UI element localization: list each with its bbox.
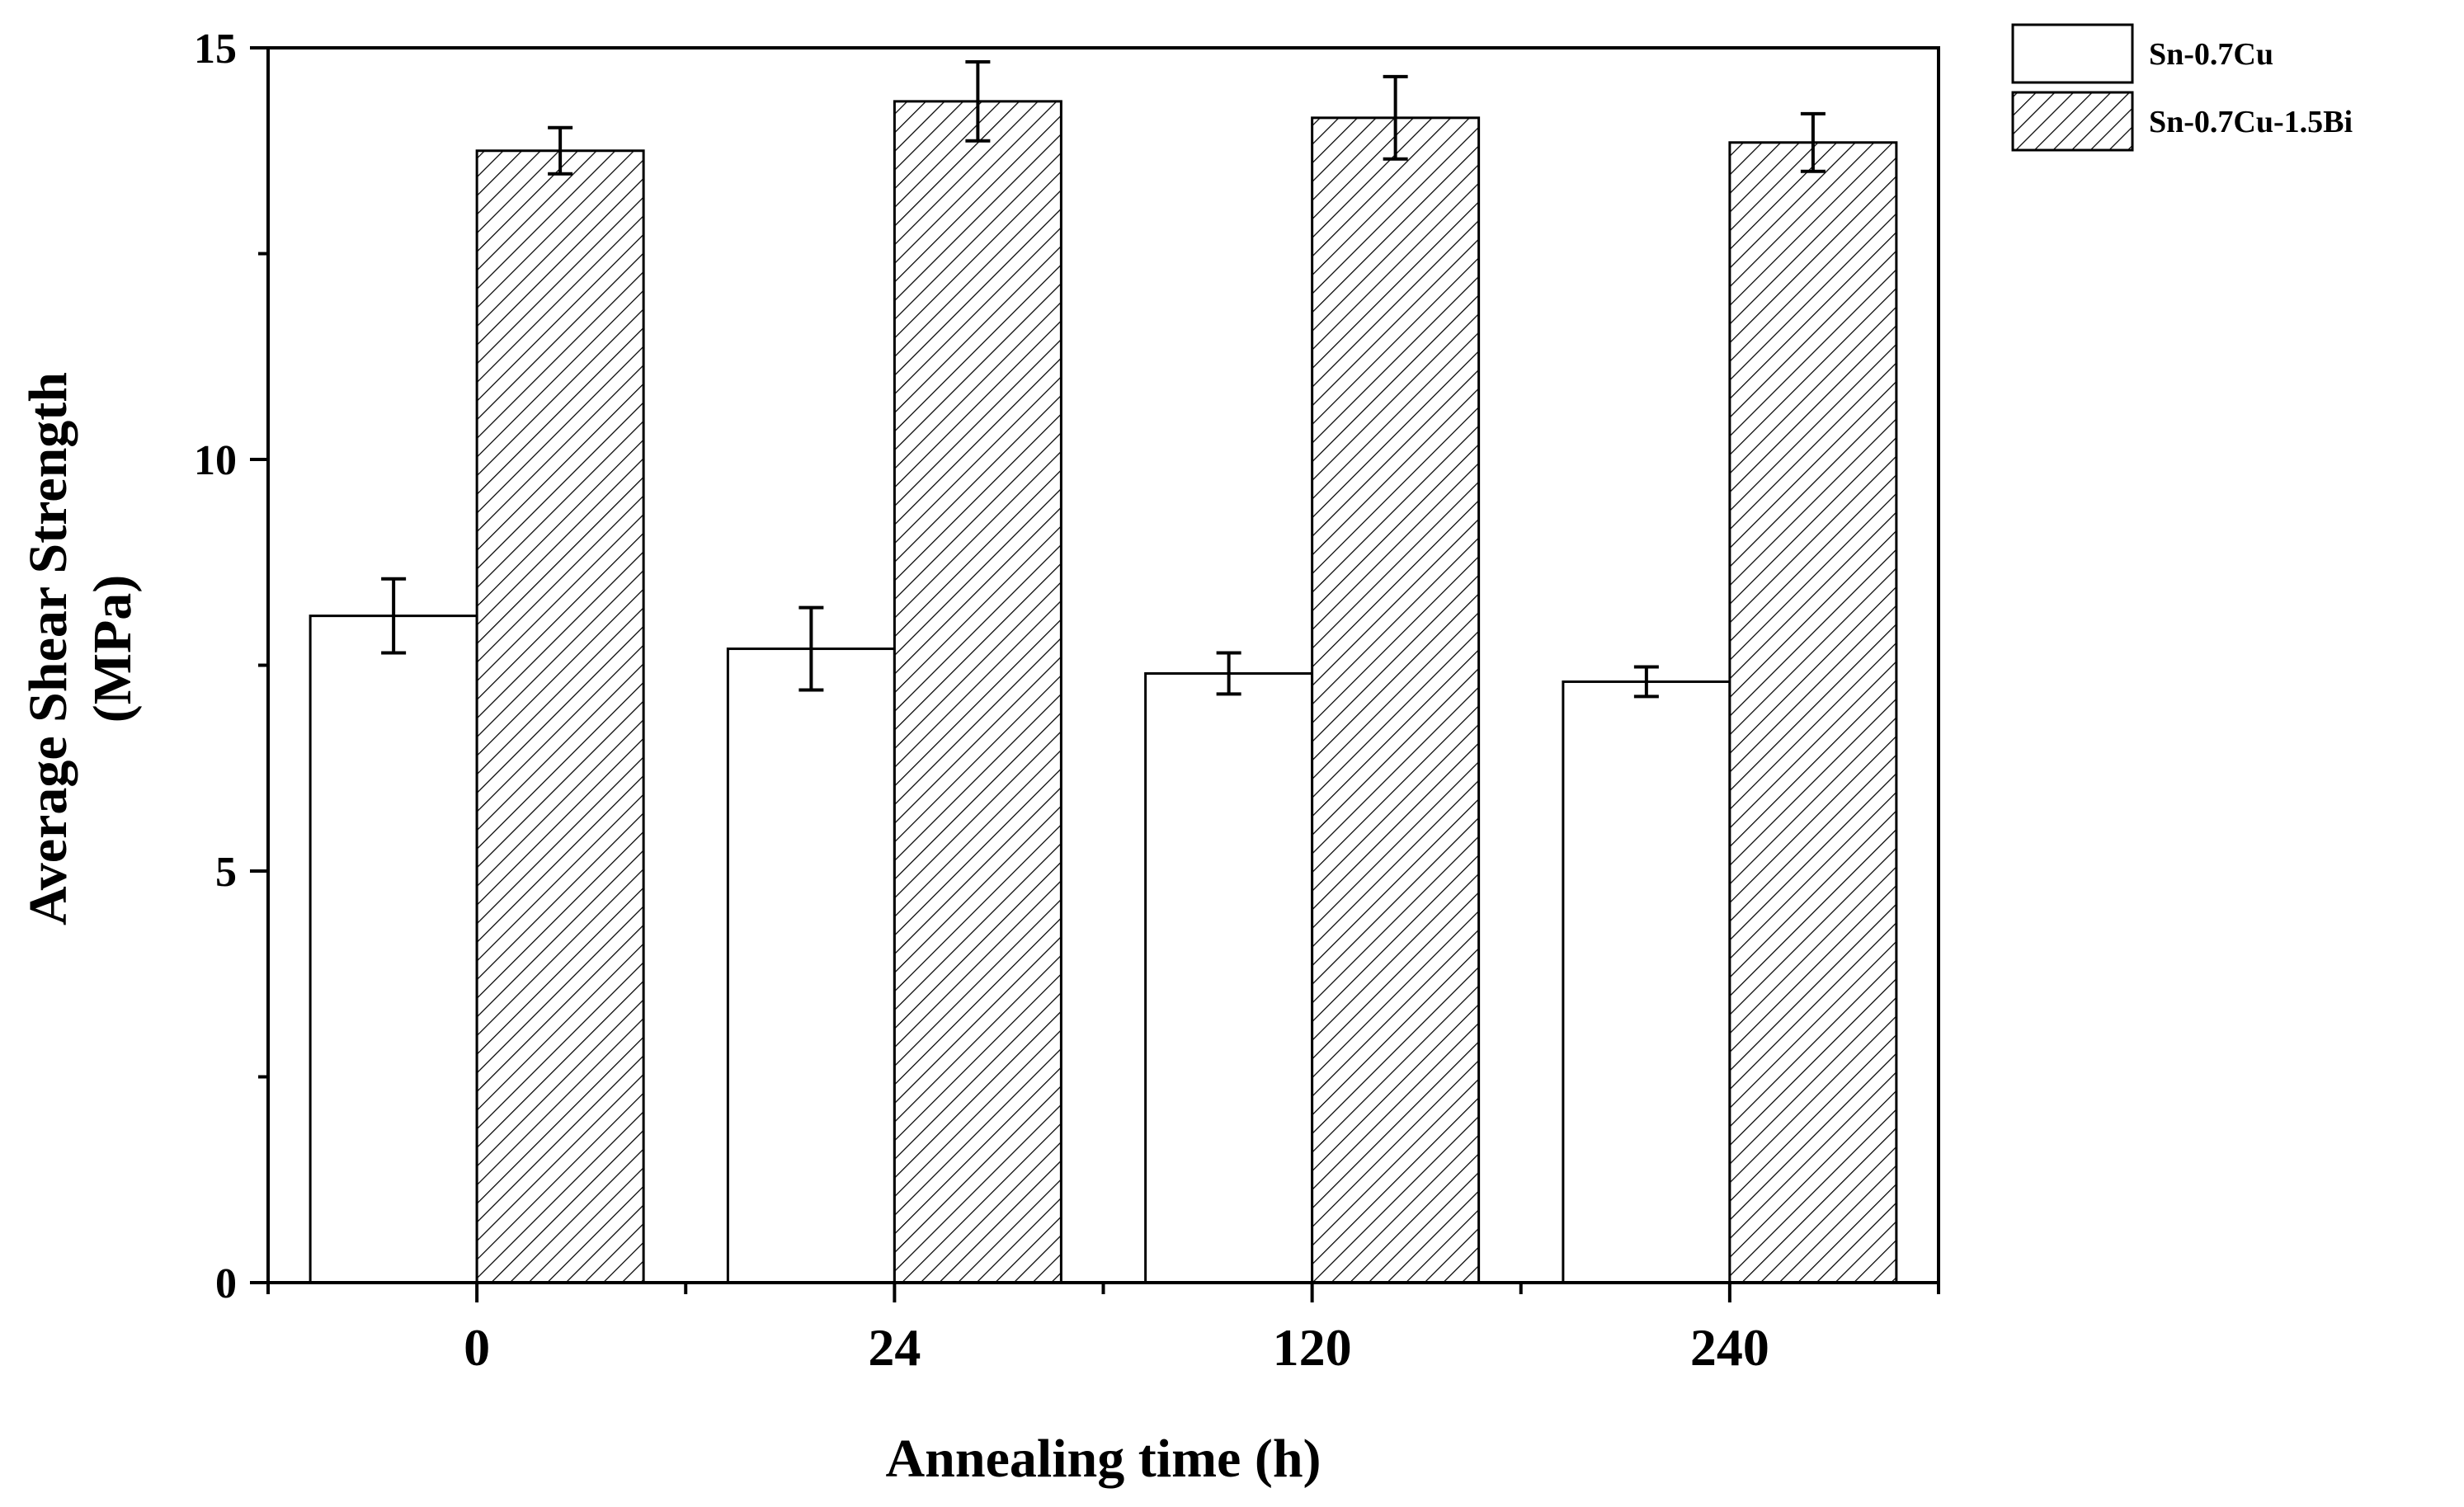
bar-sn-0-7cu-1-5bi-120h [1311,116,1481,1284]
legend-label-sn-0-7cu-1-5bi: Sn-0.7Cu-1.5Bi [2149,105,2353,139]
x-tick-label-240: 240 [1690,1318,1769,1377]
y-tick-label: 0 [215,1260,237,1307]
y-axis-title-line1: Average Shear Strength [18,372,78,925]
legend: Sn-0.7Cu Sn-0.7Cu-1.5Bi [2011,23,2353,152]
bar-sn-0-7cu-1-5bi-240h [1728,141,1898,1284]
bar-sn-0-7cu-240h [1562,680,1731,1284]
y-tick-label: 10 [194,437,237,484]
y-tick-label: 15 [194,26,237,73]
error-bar-sn-0-7cu-240h [1633,665,1659,699]
error-bar-sn-0-7cu-0h [381,577,407,655]
error-bars-layer [381,59,1826,699]
legend-label-sn-0-7cu: Sn-0.7Cu [2149,37,2273,72]
error-bar-sn-0-7cu-1-5bi-120h [1383,74,1408,161]
x-axis-title: Annealing time (h) [886,1429,1322,1489]
x-tick-label-24: 24 [868,1318,921,1377]
bar-sn-0-7cu-24h [726,648,896,1284]
error-bar-sn-0-7cu-120h [1216,651,1241,696]
error-bar-sn-0-7cu-1-5bi-0h [548,125,573,176]
y-axis-title-line2: (MPa) [82,575,143,723]
bar-sn-0-7cu-1-5bi-24h [893,100,1062,1284]
bar-sn-0-7cu-0h [309,615,478,1284]
legend-swatch-sn-0-7cu [2011,23,2134,84]
bar-sn-0-7cu-120h [1144,671,1314,1284]
bars-layer [309,100,1898,1284]
error-bar-sn-0-7cu-1-5bi-240h [1800,111,1826,173]
legend-swatch-sn-0-7cu-1-5bi [2011,91,2134,152]
x-tick-label-120: 120 [1273,1318,1352,1377]
bar-sn-0-7cu-1-5bi-0h [475,149,645,1284]
error-bar-sn-0-7cu-1-5bi-24h [965,59,991,143]
y-tick-label: 5 [215,849,237,896]
y-axis-ticks: 0 5 10 15 [194,26,268,1307]
x-tick-label-0: 0 [464,1318,490,1377]
error-bar-sn-0-7cu-24h [799,605,824,692]
x-axis-ticks: 0 24 120 240 [266,1283,1940,1377]
